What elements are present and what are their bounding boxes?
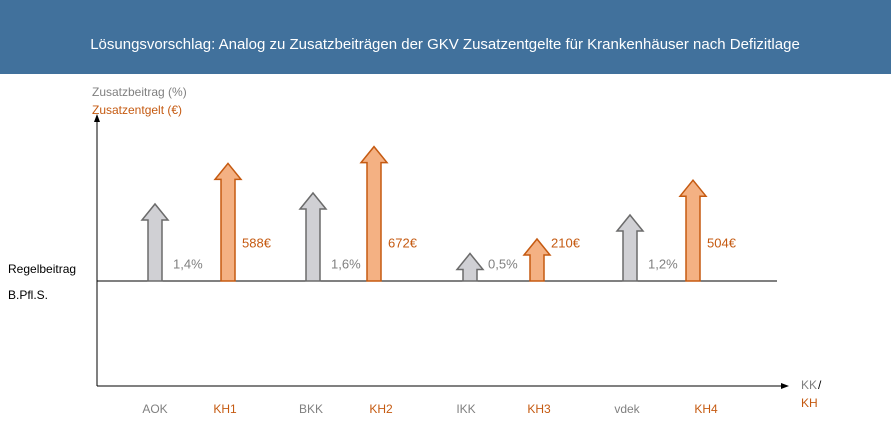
category-label: IKK: [456, 402, 475, 416]
arrow: [213, 162, 243, 282]
x-axis-label: KH: [801, 396, 818, 410]
category-label: KH4: [694, 402, 718, 416]
x-axis-arrow: [781, 383, 789, 389]
x-axis-label: KK: [801, 378, 817, 392]
arrow: [678, 179, 708, 282]
arrow: [140, 202, 170, 282]
y-axis-label: Zusatzentgelt (€): [92, 103, 182, 117]
arrow: [298, 191, 328, 282]
category-label: vdek: [614, 402, 640, 416]
arrow: [455, 252, 485, 282]
value-label: 504€: [707, 235, 737, 250]
value-label: 1,2%: [648, 256, 678, 271]
category-label: KH3: [527, 402, 551, 416]
value-label: 1,6%: [331, 256, 361, 271]
arrow: [522, 237, 552, 282]
value-label: 1,4%: [173, 256, 203, 271]
x-axis-label: /: [818, 378, 822, 392]
y-axis-label: Zusatzbeitrag (%): [92, 85, 187, 99]
arrow: [359, 145, 389, 282]
y-axis-arrow: [94, 114, 100, 122]
value-label: 588€: [242, 235, 272, 250]
value-label: 672€: [388, 235, 418, 250]
header-band: [0, 0, 891, 74]
value-label: 0,5%: [488, 256, 518, 271]
slide-title: Lösungsvorschlag: Analog zu Zusatzbeiträ…: [90, 36, 800, 53]
baseline-label: Regelbeitrag: [8, 262, 76, 276]
arrow: [615, 213, 645, 282]
category-label: KH1: [213, 402, 237, 416]
category-label: KH2: [369, 402, 393, 416]
value-label: 210€: [551, 235, 581, 250]
category-label: AOK: [142, 402, 167, 416]
category-label: BKK: [299, 402, 323, 416]
baseline-label: B.Pfl.S.: [8, 288, 48, 302]
